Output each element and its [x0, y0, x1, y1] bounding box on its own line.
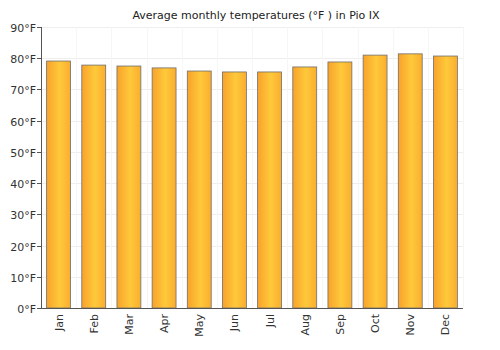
y-tick-label: 50°F	[10, 147, 36, 160]
grid-line	[41, 308, 463, 309]
grid-line-vertical	[463, 27, 464, 308]
x-tick-label: Jan	[53, 314, 66, 332]
y-tick-label: 90°F	[10, 22, 36, 35]
tick-mark	[37, 27, 41, 28]
y-axis	[41, 27, 42, 308]
chart: Average monthly temperatures (°F ) in Pi…	[0, 0, 500, 350]
bar	[398, 54, 422, 308]
bar	[258, 72, 282, 308]
x-tick-label: Apr	[158, 314, 171, 334]
grid-line-vertical	[41, 27, 42, 308]
x-tick-label: Jul	[264, 314, 277, 328]
x-tick-label: Feb	[88, 314, 101, 333]
tick-mark	[37, 214, 41, 215]
x-tick-label: May	[193, 314, 206, 337]
tick-mark	[37, 277, 41, 278]
y-tick-label: 10°F	[10, 272, 36, 285]
tick-mark	[37, 308, 41, 309]
grid-line-vertical	[147, 27, 148, 308]
y-tick-label: 0°F	[17, 303, 36, 316]
x-tick-label: Sep	[334, 314, 347, 335]
bar	[117, 66, 141, 308]
tick-mark	[37, 89, 41, 90]
bar	[152, 68, 176, 308]
bars	[47, 54, 458, 308]
bar	[82, 65, 106, 308]
x-tick-label: Oct	[369, 313, 382, 333]
grid-line-vertical	[252, 27, 253, 308]
grid-line-vertical	[393, 27, 394, 308]
y-tick-label: 30°F	[10, 209, 36, 222]
bar	[363, 55, 387, 308]
grid-line-vertical	[217, 27, 218, 308]
y-tick-label: 80°F	[10, 53, 36, 66]
x-tick-label: Mar	[123, 314, 136, 335]
x-tick-label: Aug	[299, 314, 312, 335]
bar	[222, 72, 246, 308]
grid-line-vertical	[287, 27, 288, 308]
tick-mark	[37, 58, 41, 59]
tick-mark	[37, 121, 41, 122]
bar	[47, 61, 71, 308]
bar	[187, 71, 211, 308]
x-tick-label: Nov	[404, 314, 417, 336]
y-tick-label: 20°F	[10, 241, 36, 254]
grid-line-vertical	[182, 27, 183, 308]
grid-line-vertical	[76, 27, 77, 308]
y-tick-label: 70°F	[10, 84, 36, 97]
tick-mark	[37, 246, 41, 247]
bar	[328, 62, 352, 308]
grid-line-vertical	[322, 27, 323, 308]
grid-line-vertical	[358, 27, 359, 308]
grid-line-vertical	[111, 27, 112, 308]
x-tick-label: Jun	[228, 314, 241, 332]
y-tick-label: 60°F	[10, 116, 36, 129]
y-tick-label: 40°F	[10, 178, 36, 191]
grid-line-vertical	[428, 27, 429, 308]
x-axis	[41, 308, 463, 309]
title: Average monthly temperatures (°F ) in Pi…	[132, 9, 380, 22]
bar	[293, 67, 317, 308]
x-tick-label: Dec	[439, 314, 452, 335]
tick-mark	[37, 152, 41, 153]
tick-mark	[37, 183, 41, 184]
bar	[433, 56, 457, 308]
